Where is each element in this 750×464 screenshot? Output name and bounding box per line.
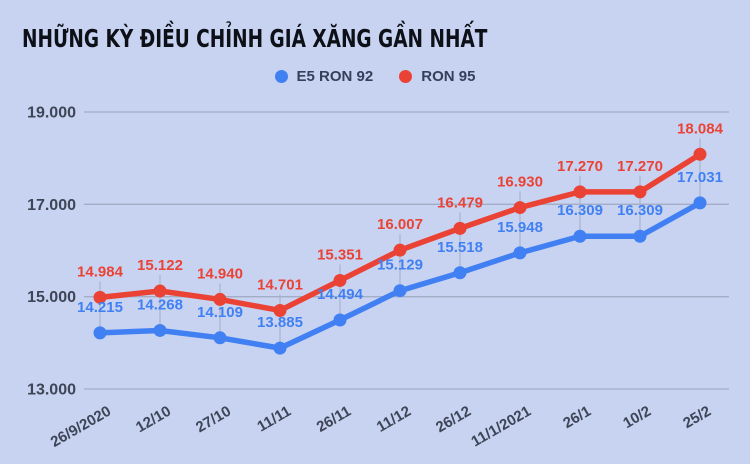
data-point-label-e5-ron-92: 15.129 — [377, 257, 423, 274]
data-point-label-ron-95: 15.351 — [317, 246, 363, 263]
x-axis-tick-label: 26/9/2020 — [48, 403, 114, 451]
y-axis-tick-label: 15.000 — [27, 289, 76, 306]
data-point-marker-ron-95 — [573, 185, 587, 199]
x-axis-tick-label: 11/11 — [254, 403, 294, 436]
data-point-label-ron-95: 14.701 — [257, 276, 303, 293]
data-point-marker-ron-95 — [453, 221, 467, 235]
data-point-marker-e5-ron-92 — [153, 323, 167, 337]
data-point-marker-e5-ron-92 — [513, 246, 527, 260]
legend-dot-red-icon — [399, 69, 413, 83]
data-point-marker-ron-95 — [513, 201, 527, 215]
data-point-marker-ron-95 — [273, 303, 287, 317]
data-point-label-e5-ron-92: 15.518 — [437, 239, 483, 256]
x-axis-tick-label: 11/1/2021 — [468, 403, 534, 451]
data-point-label-ron-95: 16.479 — [437, 194, 483, 211]
data-point-label-ron-95: 18.084 — [677, 120, 724, 137]
data-point-label-e5-ron-92: 17.031 — [677, 169, 723, 186]
data-point-label-e5-ron-92: 16.309 — [617, 202, 663, 219]
chart-title: NHỮNG KỲ ĐIỀU CHỈNH GIÁ XĂNG GẦN NHẤT — [22, 24, 488, 53]
data-point-label-ron-95: 17.270 — [617, 158, 663, 175]
data-point-marker-ron-95 — [333, 273, 347, 287]
x-axis-tick-label: 10/2 — [620, 403, 654, 432]
data-point-marker-e5-ron-92 — [693, 196, 707, 210]
x-axis-tick-label: 26/11 — [314, 403, 354, 436]
data-point-marker-ron-95 — [393, 243, 407, 257]
data-point-marker-ron-95 — [633, 185, 647, 199]
data-point-label-e5-ron-92: 14.494 — [317, 286, 364, 303]
data-point-label-e5-ron-92: 14.215 — [77, 299, 123, 316]
legend-item-ron-95: RON 95 — [399, 69, 475, 84]
data-point-marker-e5-ron-92 — [453, 266, 467, 280]
data-point-marker-e5-ron-92 — [213, 331, 227, 345]
data-point-marker-e5-ron-92 — [273, 341, 287, 355]
chart-legend: E5 RON 92 RON 95 — [0, 66, 750, 86]
data-point-label-ron-95: 16.007 — [377, 216, 423, 233]
data-point-marker-e5-ron-92 — [393, 284, 407, 298]
data-point-label-e5-ron-92: 13.885 — [257, 314, 303, 331]
data-point-label-ron-95: 17.270 — [557, 158, 603, 175]
y-axis-tick-label: 17.000 — [27, 197, 76, 214]
data-point-marker-ron-95 — [93, 290, 107, 304]
data-point-marker-e5-ron-92 — [633, 229, 647, 243]
data-point-marker-e5-ron-92 — [93, 326, 107, 340]
data-point-marker-e5-ron-92 — [573, 229, 587, 243]
x-axis-tick-label: 26/1 — [560, 403, 594, 432]
data-point-label-ron-95: 16.930 — [497, 174, 543, 191]
data-point-label-ron-95: 14.984 — [77, 263, 124, 280]
x-axis-tick-label: 25/2 — [680, 403, 714, 432]
data-point-label-e5-ron-92: 14.268 — [137, 296, 183, 313]
legend-item-e5-ron-92: E5 RON 92 — [274, 67, 374, 85]
data-point-label-e5-ron-92: 15.948 — [497, 219, 543, 236]
y-axis-tick-label: 13.000 — [27, 382, 76, 399]
data-point-label-ron-95: 14.940 — [197, 265, 243, 282]
data-point-label-ron-95: 15.122 — [137, 257, 183, 274]
legend-label-ron-95: RON 95 — [421, 67, 476, 85]
x-axis-tick-label: 26/12 — [433, 403, 474, 436]
x-axis-tick-label: 27/10 — [193, 403, 234, 436]
y-axis-tick-label: 19.000 — [27, 105, 76, 122]
data-point-label-e5-ron-92: 14.109 — [197, 304, 243, 321]
x-axis-tick-label: 11/12 — [374, 403, 414, 436]
legend-label-e5-ron-92: E5 RON 92 — [296, 67, 374, 85]
x-axis-tick-label: 12/10 — [133, 403, 174, 436]
data-point-marker-ron-95 — [693, 147, 707, 161]
data-point-marker-e5-ron-92 — [333, 313, 347, 327]
legend-dot-blue-icon — [274, 69, 288, 83]
data-point-label-e5-ron-92: 16.309 — [557, 202, 603, 219]
data-point-marker-ron-95 — [153, 284, 167, 298]
data-point-marker-ron-95 — [213, 292, 227, 306]
